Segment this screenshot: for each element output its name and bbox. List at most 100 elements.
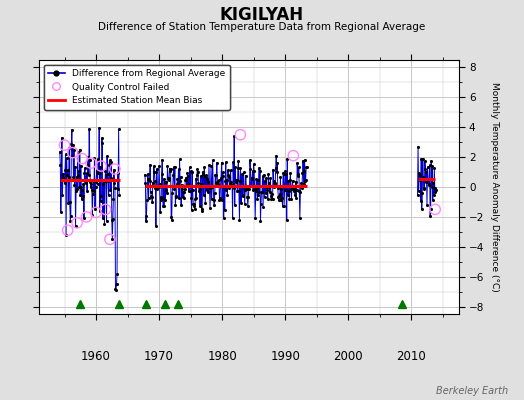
Point (429, 179, 438, 186)
Point (217, 175, 225, 182)
Point (205, 162, 213, 169)
Point (142, 218, 150, 224)
Point (111, 286, 119, 292)
Point (231, 202, 239, 209)
Point (252, 176, 260, 182)
Point (104, 178, 112, 184)
Point (57, 176, 66, 183)
Point (200, 192, 208, 198)
Point (275, 197, 283, 204)
Point (419, 174, 428, 181)
Point (69, 150, 77, 156)
Point (72, 174, 81, 180)
Point (204, 188, 213, 195)
Text: KIGILYAH: KIGILYAH (220, 6, 304, 24)
Text: 1960: 1960 (81, 350, 111, 363)
Point (424, 176, 432, 182)
Point (209, 182, 217, 189)
Point (245, 186, 254, 192)
Point (166, 165, 174, 172)
Point (167, 214, 176, 220)
Point (256, 218, 265, 224)
Legend: Difference from Regional Average, Quality Control Failed, Estimated Station Mean: Difference from Regional Average, Qualit… (44, 64, 230, 110)
Point (296, 189, 304, 195)
Point (159, 203, 168, 210)
Point (150, 169, 159, 176)
Point (112, 281, 121, 287)
Point (267, 192, 275, 199)
Point (422, 169, 431, 175)
Point (301, 177, 310, 184)
Point (279, 170, 287, 176)
Point (159, 194, 167, 201)
Point (96, 198, 105, 204)
Point (231, 164, 239, 171)
Point (278, 195, 286, 201)
Point (265, 184, 274, 190)
Point (82, 214, 91, 220)
Point (87, 181, 95, 188)
Point (220, 215, 228, 222)
Point (81, 180, 90, 186)
Point (178, 186, 187, 192)
Point (103, 171, 112, 178)
Point (423, 164, 432, 170)
Point (148, 193, 156, 200)
Point (282, 171, 290, 177)
Point (413, 192, 422, 198)
Point (235, 217, 244, 223)
Point (185, 188, 193, 194)
Point (170, 164, 178, 170)
Point (429, 197, 437, 204)
Point (103, 153, 111, 160)
Point (100, 221, 108, 227)
Point (60, 142, 69, 148)
Point (287, 196, 296, 202)
Point (432, 186, 440, 193)
Point (98, 140, 106, 146)
Point (60, 176, 68, 183)
Point (266, 175, 275, 182)
Point (106, 186, 114, 193)
Point (206, 205, 214, 212)
Point (102, 172, 110, 178)
Point (418, 190, 427, 196)
Point (174, 181, 182, 187)
Point (60, 180, 69, 186)
Point (280, 186, 289, 193)
Point (253, 184, 261, 191)
Point (258, 173, 267, 179)
Point (218, 196, 226, 203)
Point (233, 188, 242, 194)
Point (264, 196, 272, 202)
Point (84, 154, 92, 160)
Point (201, 173, 209, 180)
Point (89, 191, 97, 197)
Point (294, 164, 303, 171)
Y-axis label: Monthly Temperature Anomaly Difference (°C): Monthly Temperature Anomaly Difference (… (490, 82, 499, 292)
Point (190, 200, 198, 207)
Point (97, 163, 105, 169)
Point (197, 172, 205, 179)
Point (199, 169, 207, 175)
Point (236, 177, 244, 184)
Point (250, 168, 258, 174)
Point (264, 171, 272, 178)
Point (111, 166, 119, 172)
Point (187, 168, 195, 174)
Point (144, 176, 152, 182)
Point (261, 190, 270, 196)
Point (78, 196, 86, 202)
Point (254, 192, 263, 198)
Point (213, 160, 221, 166)
Point (416, 177, 424, 183)
Point (188, 169, 196, 175)
Point (262, 175, 270, 182)
Point (216, 182, 225, 189)
Point (256, 168, 264, 174)
Point (194, 168, 202, 175)
Point (247, 174, 256, 181)
Point (93, 167, 101, 173)
Point (425, 162, 434, 168)
Point (277, 197, 285, 204)
